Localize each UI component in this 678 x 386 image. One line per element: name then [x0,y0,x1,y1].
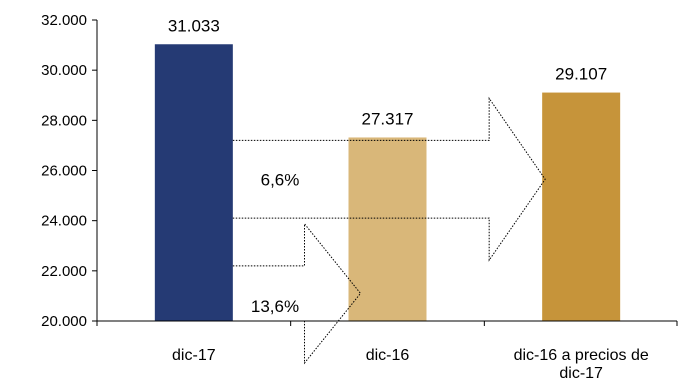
axes [92,19,678,326]
labels: 6,6% 13,6% 20.000 22.000 24.000 26.000 28.000 3… [41,12,649,382]
bar-3 [542,92,621,321]
y-tick-label-5: 30.000 [41,62,87,79]
bars [154,44,621,321]
annotation-arrow-1 [232,96,546,262]
bar-1 [154,44,233,321]
y-tick-label-4: 28.000 [41,112,87,129]
x-category-label-3-line-2: dic-17 [559,365,603,382]
data-label-3: 29.107 [555,65,607,84]
y-tick-label-0: 20.000 [41,313,87,330]
data-label-1: 31.033 [168,16,220,35]
x-category-label-3-line-1: dic-16 a precios de [514,347,649,364]
annotation-label-2: 13,6% [251,297,299,316]
annotation-label-1: 6,6% [261,170,300,189]
data-label-2: 27.317 [362,109,414,128]
y-tick-label-3: 26.000 [41,163,87,180]
x-category-label-2: dic-16 [366,347,410,364]
y-tick-label-2: 24.000 [41,213,87,230]
annotation-arrow-2 [232,222,362,365]
y-tick-label-6: 32.000 [41,12,87,29]
bar-2 [348,137,427,321]
y-tick-label-1: 22.000 [41,263,87,280]
x-category-label-1: dic-17 [172,347,216,364]
